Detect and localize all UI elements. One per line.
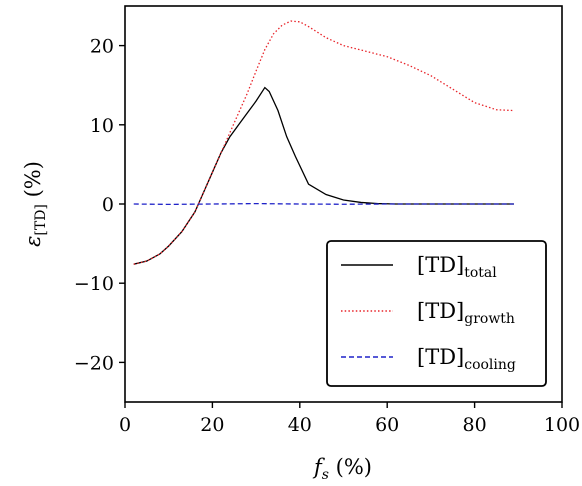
- y-axis-label-sub: [TD]: [33, 204, 49, 236]
- legend-label-total: [TD]total: [417, 253, 497, 281]
- x-tick-label: 100: [544, 414, 580, 436]
- y-tick-label: 10: [90, 115, 114, 137]
- x-tick-label: 20: [200, 414, 224, 436]
- x-tick-label: 80: [463, 414, 487, 436]
- legend-label-growth: [TD]growth: [417, 299, 515, 327]
- legend-label-cooling-main: [TD]: [417, 345, 464, 369]
- series-line-total: [133, 86, 514, 265]
- x-tick-label: 40: [288, 414, 312, 436]
- ticks-layer: 0 20 40 60 80 100 −20 −10 0 10 20: [74, 36, 580, 436]
- legend-label-total-sub: total: [464, 265, 497, 281]
- legend-label-growth-sub: growth: [464, 311, 515, 327]
- series-layer: [133, 20, 514, 265]
- legend-box: [326, 240, 547, 387]
- y-axis-label-main: ε: [21, 236, 45, 247]
- y-axis-label: ε[TD] (%): [21, 161, 49, 247]
- legend-label-total-main: [TD]: [417, 253, 464, 277]
- x-axis-label-main: f: [312, 455, 325, 479]
- x-axis-label-unit: (%): [329, 455, 372, 479]
- legend: [TD]total [TD]growth [TD]cooling: [326, 240, 547, 387]
- y-tick-label: −20: [74, 352, 114, 374]
- legend-label-growth-main: [TD]: [417, 299, 464, 323]
- y-tick-label: 0: [102, 194, 114, 216]
- y-tick-label: 20: [90, 36, 114, 58]
- series-line-cooling: [133, 202, 514, 206]
- legend-label-cooling: [TD]cooling: [417, 345, 516, 373]
- y-axis-label-unit: (%): [21, 161, 45, 204]
- y-tick-label: −10: [74, 273, 114, 295]
- x-axis-label: fs (%): [312, 455, 372, 483]
- x-axis-label-sub: s: [322, 467, 329, 483]
- x-tick-label: 60: [375, 414, 399, 436]
- legend-label-cooling-sub: cooling: [464, 357, 516, 373]
- series-line-growth: [133, 20, 514, 265]
- x-tick-label: 0: [119, 414, 131, 436]
